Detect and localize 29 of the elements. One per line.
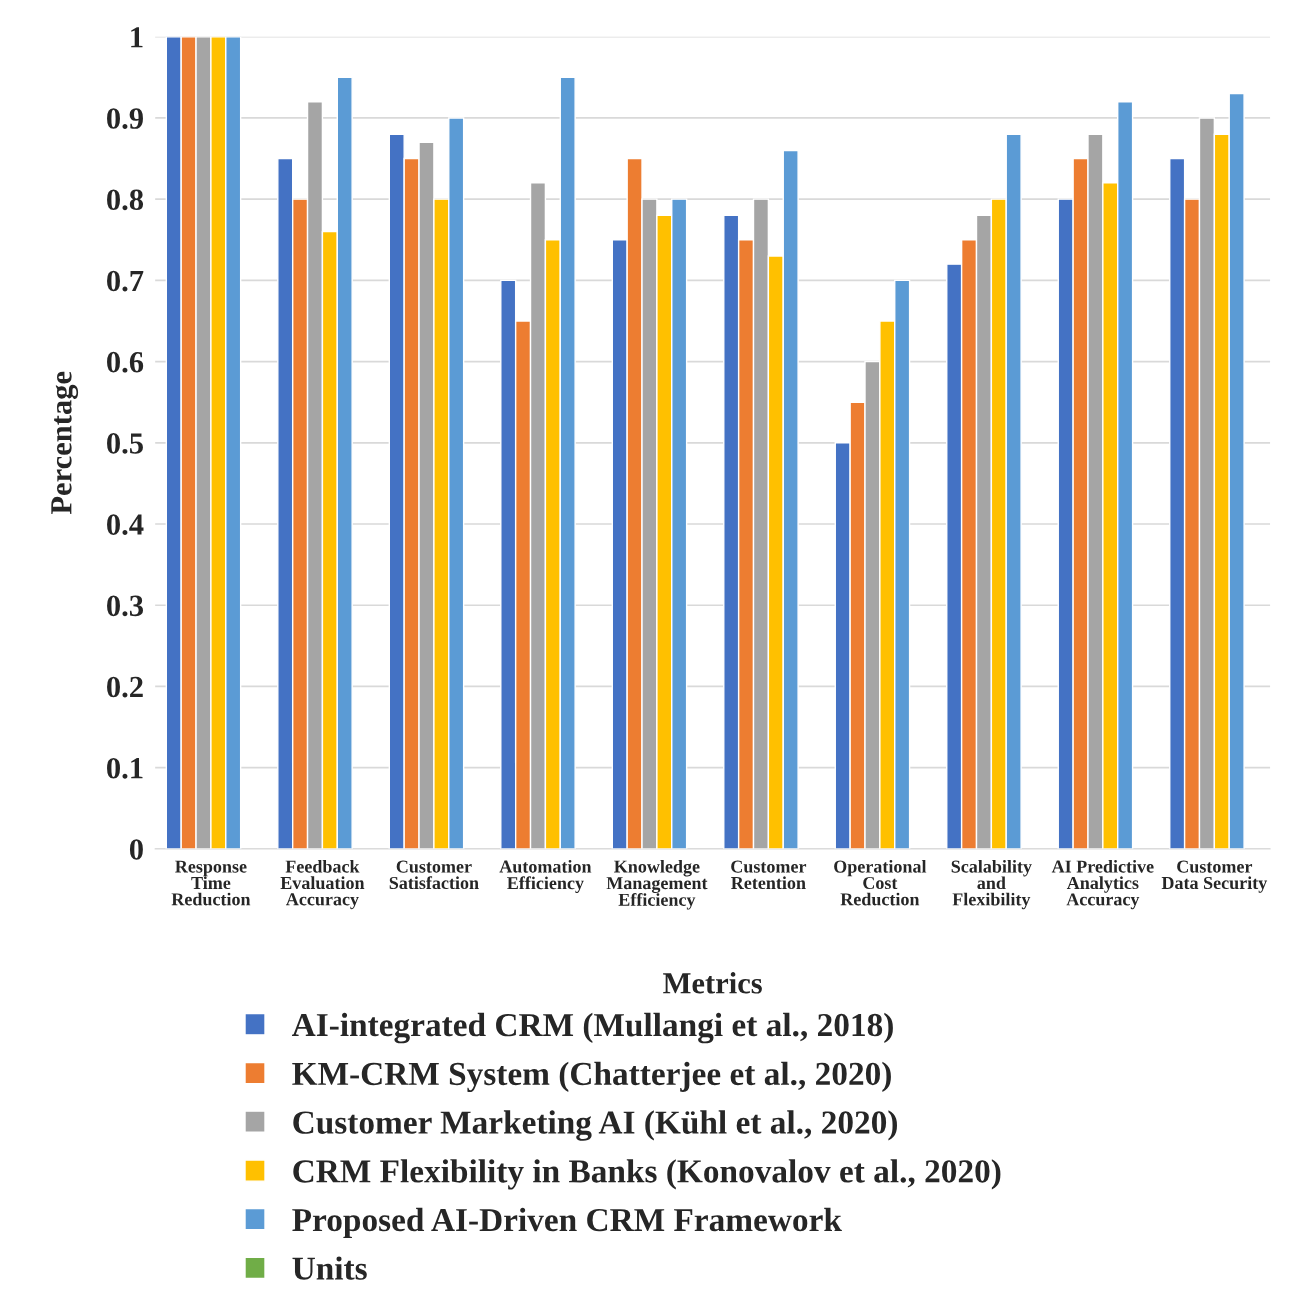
y-tick-label: 0.9: [107, 108, 143, 129]
x-tick-label: Feedback Evaluation Accuracy: [280, 859, 365, 910]
y-tick-label: 0.7: [107, 270, 144, 292]
x-tick-label: Customer Retention: [731, 860, 807, 890]
legend-label: Units: [292, 1256, 367, 1280]
x-tick-label: Customer Data Security: [1161, 860, 1268, 893]
x-tick-label: Customer Satisfaction: [389, 860, 479, 890]
y-tick-label: 1: [131, 27, 143, 48]
x-tick-label: Knowledge Management Efficiency: [606, 859, 708, 910]
y-tick-label: 0.6: [107, 351, 144, 373]
x-axis-title: Metrics: [663, 972, 762, 994]
y-tick-label: 0.3: [107, 595, 144, 617]
legend-label: CRM Flexibility in Banks (Konovalov et al., 2020): [293, 1159, 1001, 1190]
x-tick-label: Operational Cost Reduction: [834, 859, 927, 906]
legend-label: KM-CRM System (Chatterjee et al., 2020): [292, 1061, 891, 1093]
y-tick-label: 0.8: [107, 189, 144, 211]
x-tick-label: Automation Efficiency: [499, 859, 592, 893]
y-tick-label: 0.4: [107, 514, 144, 536]
x-tick-label: Scalability and Flexibility: [951, 859, 1032, 910]
y-tick-label: 0: [129, 839, 143, 860]
x-tick-label: Response Time Reduction: [171, 860, 251, 906]
legend-label: AI-integrated CRM (Mullangi et al., 2018): [292, 1012, 893, 1044]
legend-label: Proposed AI-Driven CRM Framework: [292, 1207, 842, 1239]
y-tick-label: 0.5: [107, 433, 143, 454]
y-tick-label: 0.1: [107, 757, 143, 779]
x-tick-label: AI Predictive Analytics Accuracy: [1051, 859, 1154, 910]
y-tick-label: 0.2: [107, 676, 143, 698]
legend-label: Customer Marketing AI (Kühl et al., 2020): [293, 1110, 897, 1141]
y-axis-title: Percentage: [51, 371, 79, 515]
